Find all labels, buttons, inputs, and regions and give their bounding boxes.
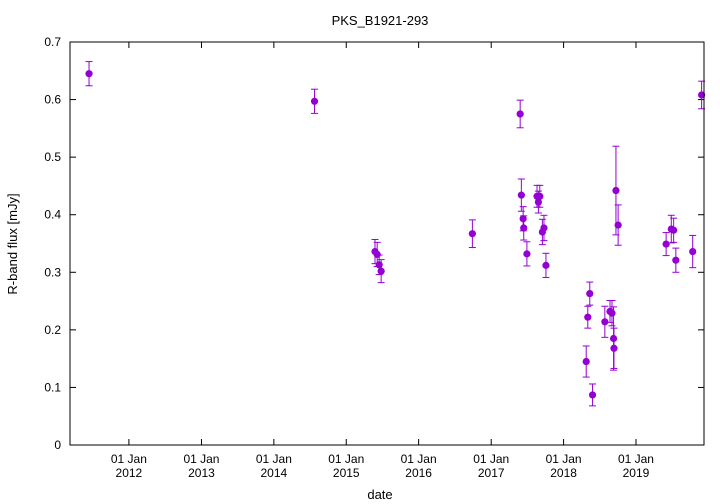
chart-title: PKS_B1921-293 (332, 13, 429, 28)
x-tick-label: 01 Jan (183, 452, 219, 466)
x-tick-label: 01 Jan (546, 452, 582, 466)
y-tick-label: 0.1 (44, 380, 61, 394)
data-point (608, 309, 616, 317)
data-point (536, 192, 544, 200)
data-point (601, 318, 609, 326)
data-point (542, 261, 550, 269)
x-tick-label: 01 Jan (618, 452, 654, 466)
x-tick-label: 01 Jan (401, 452, 437, 466)
data-point (670, 226, 678, 234)
x-axis-label: date (367, 487, 392, 502)
data-point (698, 91, 706, 99)
y-tick-label: 0.7 (44, 35, 61, 49)
data-point (517, 191, 525, 199)
x-tick-label: 2013 (188, 466, 215, 480)
data-point (377, 267, 385, 275)
data-point (468, 230, 476, 238)
data-point (584, 313, 592, 321)
data-point (614, 221, 622, 229)
y-tick-label: 0.5 (44, 150, 61, 164)
y-tick-label: 0.3 (44, 265, 61, 279)
data-point (588, 391, 597, 399)
x-tick-label: 01 Jan (473, 452, 509, 466)
x-tick-label: 2012 (116, 466, 143, 480)
y-tick-label: 0.6 (44, 93, 61, 107)
y-tick-label: 0 (54, 438, 61, 452)
data-point (610, 344, 618, 352)
y-tick-label: 0.4 (44, 208, 61, 222)
x-tick-label: 2017 (478, 466, 505, 480)
data-point (310, 97, 319, 105)
x-tick-label: 01 Jan (111, 452, 147, 466)
y-axis-label: R-band flux [mJy] (5, 193, 20, 294)
x-tick-label: 2015 (333, 466, 360, 480)
data-point (516, 110, 524, 118)
data-point (85, 70, 93, 78)
data-point (662, 240, 670, 248)
data-point (375, 261, 383, 269)
x-tick-label: 2019 (623, 466, 650, 480)
plot-frame (69, 41, 705, 446)
data-point (373, 250, 381, 259)
data-point (519, 215, 527, 223)
data-point (672, 256, 680, 264)
data-point (540, 224, 548, 232)
x-tick-label: 01 Jan (328, 452, 364, 466)
y-tick-label: 0.2 (44, 323, 61, 337)
data-point (582, 357, 590, 366)
x-tick-label: 2018 (550, 466, 577, 480)
data-point (586, 289, 594, 298)
data-point (523, 250, 531, 258)
data-point (689, 247, 697, 256)
x-tick-label: 2016 (405, 466, 432, 480)
data-point (520, 224, 528, 232)
x-tick-label: 2014 (261, 466, 288, 480)
data-point (612, 186, 620, 195)
x-tick-label: 01 Jan (256, 452, 292, 466)
